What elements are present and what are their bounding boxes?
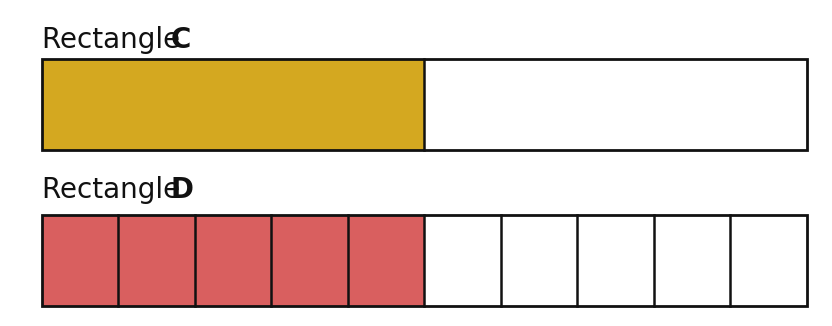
Bar (42, 215, 807, 306)
Bar (424, 215, 807, 306)
Text: D: D (171, 176, 194, 204)
Text: Rectangle: Rectangle (42, 176, 189, 204)
Bar (42, 59, 807, 150)
Text: Rectangle: Rectangle (42, 26, 189, 54)
Bar (42, 59, 424, 150)
Text: C: C (171, 26, 191, 54)
Bar (42, 215, 424, 306)
Bar (424, 59, 807, 150)
